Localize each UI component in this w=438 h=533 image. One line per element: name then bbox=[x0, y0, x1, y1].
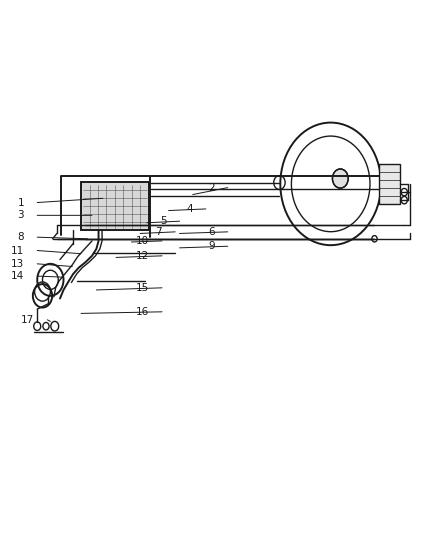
Text: 12: 12 bbox=[136, 251, 149, 261]
Text: 2: 2 bbox=[208, 183, 215, 192]
Text: 13: 13 bbox=[11, 259, 24, 269]
Text: 16: 16 bbox=[136, 307, 149, 317]
Text: 9: 9 bbox=[208, 241, 215, 251]
Text: 8: 8 bbox=[18, 232, 24, 242]
Text: 10: 10 bbox=[136, 236, 149, 246]
Text: 17: 17 bbox=[21, 315, 34, 325]
Text: 7: 7 bbox=[155, 227, 162, 237]
Text: 4: 4 bbox=[186, 204, 193, 214]
Text: 11: 11 bbox=[11, 246, 24, 255]
Text: 15: 15 bbox=[136, 283, 149, 293]
Text: 5: 5 bbox=[160, 216, 166, 226]
Text: 6: 6 bbox=[208, 227, 215, 237]
Text: 3: 3 bbox=[18, 211, 24, 220]
Text: 1: 1 bbox=[18, 198, 24, 207]
Bar bbox=[379, 164, 400, 204]
Bar bbox=[81, 182, 149, 230]
Text: 14: 14 bbox=[11, 271, 24, 281]
Circle shape bbox=[332, 169, 348, 188]
